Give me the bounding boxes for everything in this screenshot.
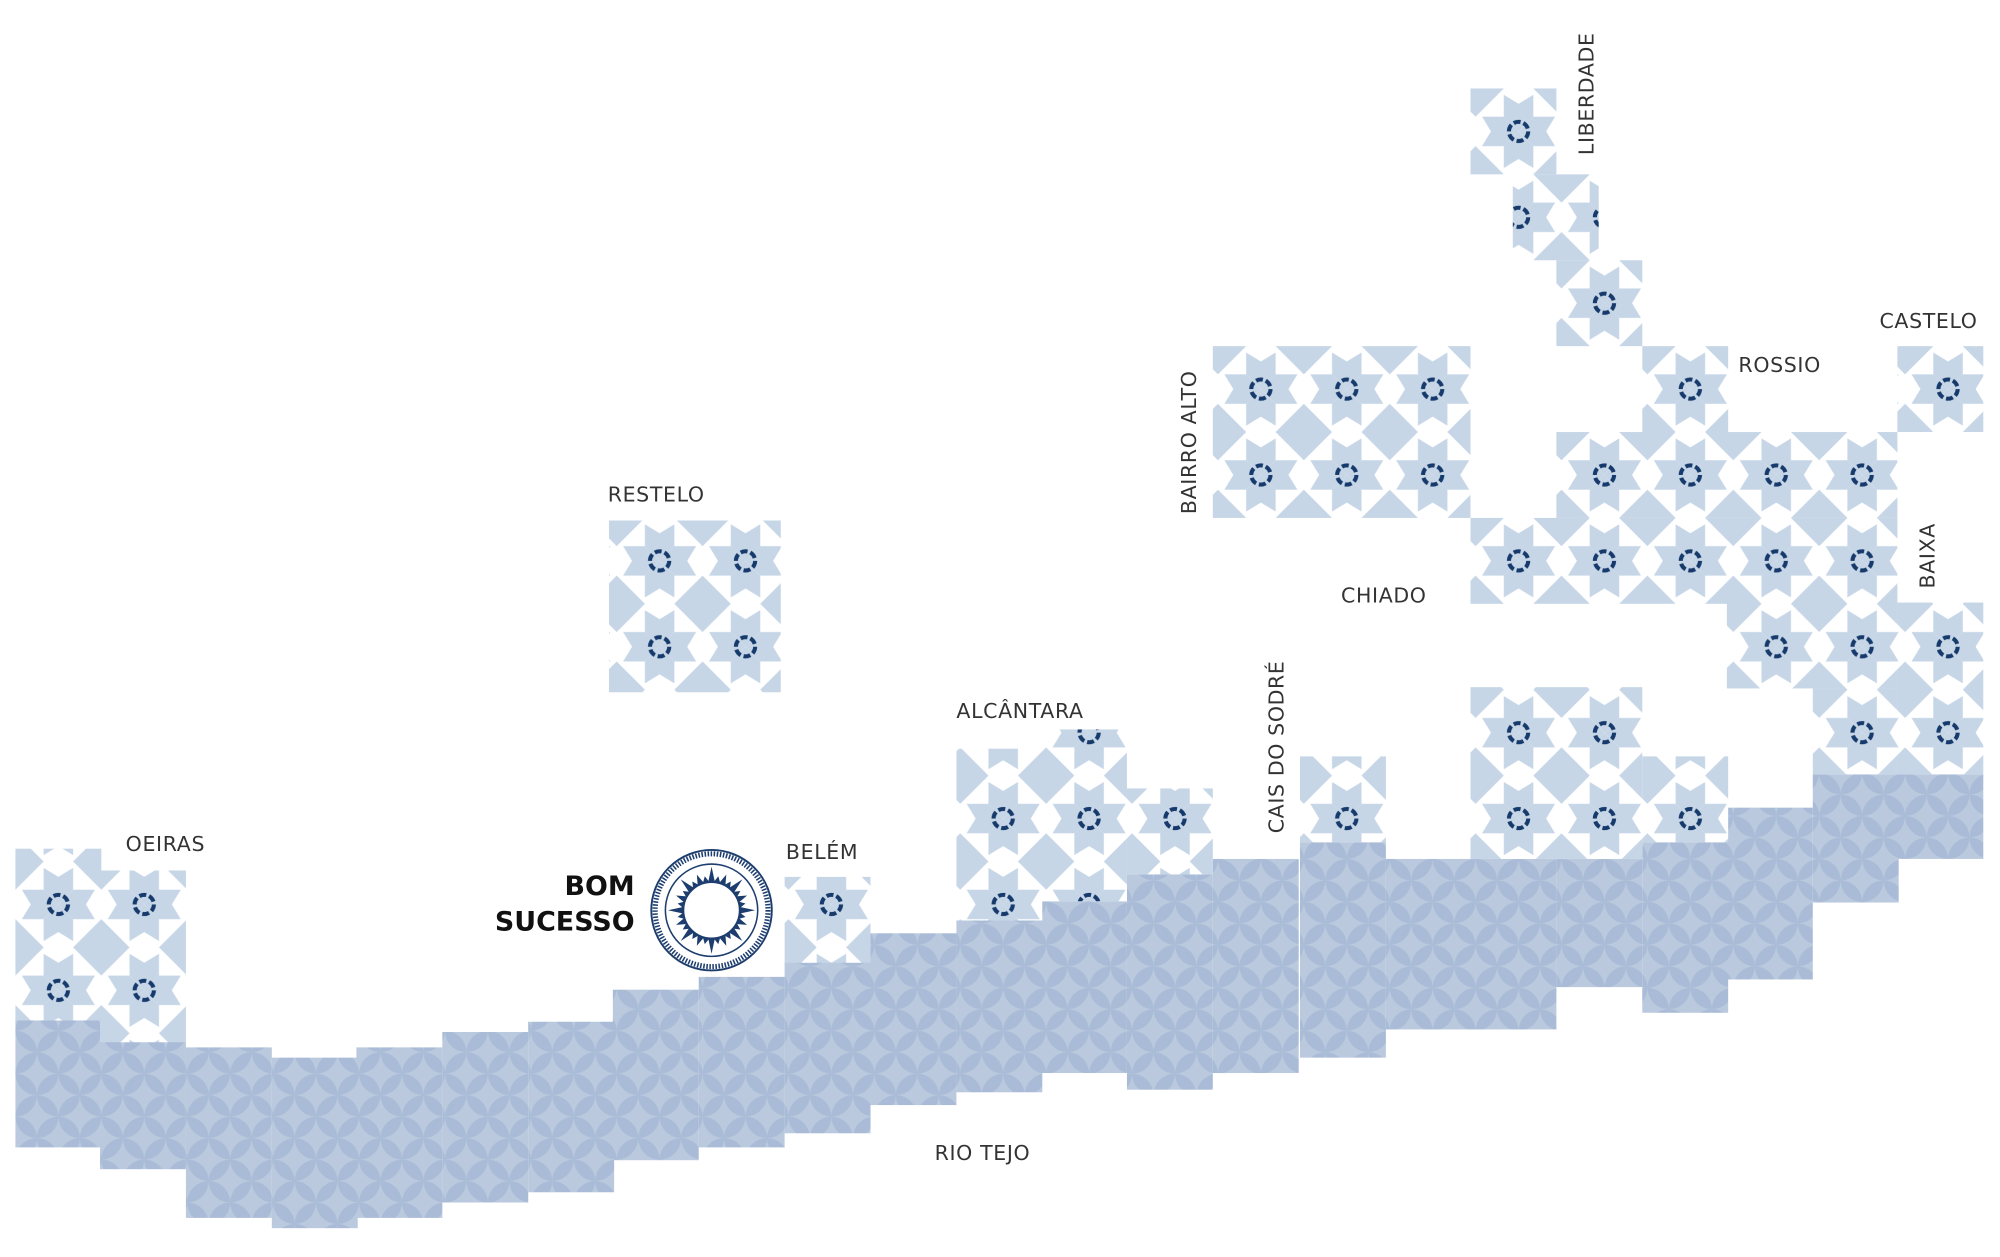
compass-point [728, 879, 743, 893]
compass-point [728, 927, 743, 942]
compass-ring [652, 851, 771, 970]
compass-point [719, 934, 727, 946]
compass-point [692, 881, 699, 889]
land-tile-block [608, 520, 781, 693]
compass-point [692, 931, 699, 939]
water-tile-column [1470, 858, 1557, 1030]
land-tile-block [1470, 687, 1643, 859]
label-baixa: BAIXA [1916, 523, 1940, 588]
water-tile-column [1726, 807, 1813, 980]
compass-point [732, 890, 741, 898]
compass-point [713, 937, 721, 945]
label-bom-sucesso-line2: SUCESSO [495, 907, 635, 938]
water-tile-column [956, 920, 1043, 1093]
label-restelo: RESTELO [608, 482, 705, 506]
water-tile-column [870, 933, 957, 1106]
compass-point [738, 901, 746, 909]
compass-point [676, 917, 687, 925]
water-tile-column [1299, 842, 1386, 1058]
water-tile-column [271, 1057, 358, 1229]
water-tile-column [1642, 842, 1729, 1013]
compass-ring [682, 881, 741, 940]
land-tile-block [1642, 756, 1729, 843]
land-tile-block [1897, 602, 1984, 775]
land-tile-block [1212, 346, 1471, 518]
label-chiado: CHIADO [1341, 584, 1427, 608]
rio-tejo-water-tiles [15, 774, 1984, 1229]
compass-ring [664, 863, 759, 958]
label-oeiras: OEIRAS [126, 832, 205, 856]
water-tile-column [528, 1021, 615, 1193]
label-alcantara: ALCÂNTARA [956, 698, 1083, 723]
water-tile-column [1897, 774, 1984, 859]
land-tile-block [1642, 346, 1729, 433]
label-belem: BELÉM [786, 839, 858, 864]
land-tile-block [1126, 788, 1213, 875]
compass-ring [650, 849, 773, 972]
compass-point [724, 881, 731, 889]
land-tile-block [15, 848, 102, 1021]
water-tile-column [185, 1047, 272, 1218]
water-tile-column [1126, 874, 1213, 1090]
land-tiles [15, 88, 1984, 1043]
label-rossio: ROSSIO [1738, 353, 1820, 377]
land-tile-block [1470, 517, 1898, 604]
compass-point [732, 922, 741, 930]
label-bairro-alto: BAIRRO ALTO [1177, 370, 1201, 514]
compass-point [724, 931, 731, 939]
land-tile-block [956, 748, 1043, 921]
compass-point [739, 906, 756, 914]
compass-point [708, 866, 715, 883]
water-tile-column [442, 1032, 529, 1203]
compass-point [696, 874, 704, 886]
compass-point [708, 938, 715, 954]
compass-point [696, 934, 704, 946]
water-tile-column [612, 989, 699, 1161]
land-tile-block [784, 876, 871, 963]
water-tile-column [1556, 858, 1643, 988]
water-tile-column [784, 961, 871, 1134]
land-tile-block [1897, 346, 1984, 433]
land-tile-block [1299, 756, 1386, 843]
compass-point [736, 895, 748, 903]
water-tile-column [100, 1040, 186, 1170]
compass-point [680, 927, 695, 942]
land-tile-block [1726, 602, 1898, 689]
land-tile-block [1556, 260, 1643, 347]
compass-point [736, 917, 748, 925]
compass-point [677, 901, 685, 909]
compass-point [719, 874, 727, 886]
label-liberdade: LIBERDADE [1575, 32, 1599, 155]
land-tile-block [1470, 88, 1557, 175]
compass-point [702, 876, 710, 884]
compass-point [702, 937, 710, 945]
water-tile-column [1812, 774, 1899, 903]
water-tile-column [15, 1019, 102, 1148]
compass-point [682, 922, 691, 930]
water-tile-column [698, 976, 785, 1148]
land-tile-block [1512, 174, 1599, 261]
land-tile-block [1556, 432, 1898, 518]
compass-point [680, 879, 695, 893]
water-tile-column [1041, 901, 1127, 1074]
compass-point [682, 890, 691, 898]
water-tile-column [1385, 858, 1472, 1030]
compass-point [713, 876, 721, 884]
compass-point [676, 895, 687, 903]
land-tile-block [100, 870, 186, 1043]
compass-point [738, 912, 746, 919]
land-tile-block [1041, 729, 1127, 902]
land-tile-block [1812, 688, 1898, 775]
label-cais-do-sodre: CAIS DO SODRÉ [1263, 660, 1288, 833]
label-rio-tejo: RIO TEJO [935, 1141, 1031, 1165]
bom-sucesso-compass-icon [650, 849, 773, 972]
compass-point [677, 912, 685, 919]
water-tile-column [1212, 858, 1299, 1074]
compass-point [667, 906, 684, 914]
water-tile-column [356, 1047, 443, 1218]
label-bom-sucesso-line1: BOM [564, 871, 634, 902]
label-castelo: CASTELO [1879, 309, 1977, 333]
